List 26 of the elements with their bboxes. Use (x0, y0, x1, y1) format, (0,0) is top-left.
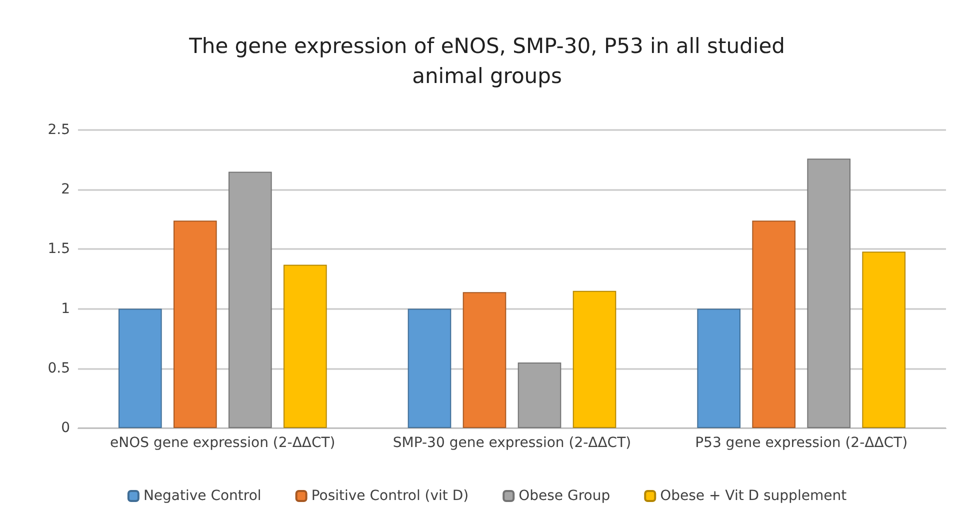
bar (862, 252, 906, 428)
bar (408, 308, 452, 428)
bar (807, 158, 850, 428)
x-tick-label: SMP-30 gene expression (2-ΔΔCT) (392, 435, 632, 451)
x-tick-label: eNOS gene expression (2-ΔΔCT) (110, 435, 336, 451)
bar (572, 290, 616, 428)
y-tick-label: 2 (61, 182, 70, 198)
y-tick-label: 0 (61, 420, 70, 436)
bar (752, 220, 796, 428)
x-tick-label: P53 gene expression (2-ΔΔCT) (695, 435, 908, 451)
bar (228, 172, 272, 428)
bar (174, 220, 217, 428)
legend-label: Obese + Vit D supplement (660, 488, 848, 504)
bar (697, 308, 740, 428)
y-tick-label: 0.5 (48, 360, 70, 376)
legend-label: Obese Group (518, 488, 610, 504)
y-tick-label: 1 (61, 300, 70, 317)
chart-title: The gene expression of eNOS, SMP-30, P53 in all studied animal groups (188, 34, 785, 88)
bar (462, 292, 506, 428)
bar (118, 308, 162, 428)
legend-label: Positive Control (vit D) (311, 488, 469, 504)
y-tick-label: 2.5 (48, 122, 70, 138)
bar (284, 264, 327, 428)
bar (518, 362, 562, 428)
legend-label: Negative Control (143, 488, 262, 504)
y-tick-label: 1.5 (48, 241, 70, 258)
